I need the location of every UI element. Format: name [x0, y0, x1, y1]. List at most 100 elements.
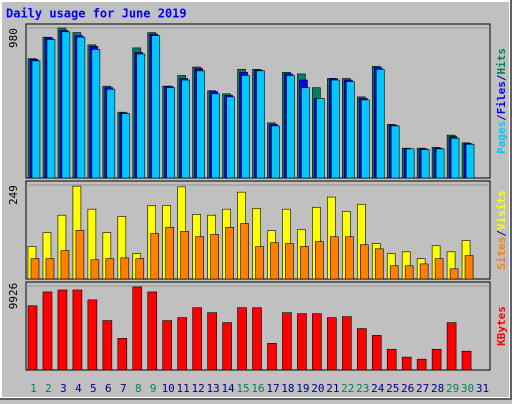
bar	[87, 299, 98, 371]
bar	[271, 125, 280, 179]
legend-separator: /	[495, 74, 508, 81]
bar	[286, 75, 295, 179]
bar	[177, 317, 187, 371]
legend-entry: KBytes	[495, 306, 508, 346]
bar	[405, 148, 415, 179]
x-tick-label: 15	[236, 382, 249, 395]
y-tick-label: 9926	[7, 283, 20, 310]
legend: Sites/Visits	[495, 190, 508, 270]
legend-entry: Pages	[495, 121, 508, 154]
x-tick-label: 7	[120, 382, 127, 395]
bar	[375, 69, 385, 179]
bar	[120, 257, 130, 280]
x-tick-label: 31	[476, 382, 489, 395]
bar	[255, 246, 264, 280]
bar	[416, 358, 427, 371]
legend-separator: /	[495, 114, 508, 121]
bar	[72, 289, 83, 371]
x-tick-label: 30	[461, 382, 474, 395]
bar	[241, 75, 250, 179]
y-tick-label: 249	[7, 185, 20, 205]
x-tick-label: 4	[75, 382, 82, 395]
legend: KBytes	[495, 306, 508, 346]
bar	[150, 233, 160, 280]
x-tick-label: 3	[60, 382, 67, 395]
legend-entry: Files	[495, 81, 508, 114]
bar	[180, 231, 189, 280]
bar	[207, 312, 217, 371]
x-tick-label: 14	[221, 382, 235, 395]
bar	[45, 258, 55, 280]
bar	[226, 96, 235, 179]
bar	[270, 242, 279, 280]
x-tick-label: 1	[30, 382, 37, 395]
bar	[46, 39, 56, 179]
bar	[330, 236, 339, 280]
bar	[252, 307, 262, 371]
x-tick-label: 2	[45, 382, 52, 395]
bar	[75, 230, 85, 280]
bar	[300, 246, 309, 280]
bar	[105, 258, 115, 280]
bar	[192, 307, 202, 371]
bar	[316, 98, 325, 179]
bar	[435, 148, 445, 179]
bar	[30, 258, 40, 280]
legend-entry: Hits	[495, 48, 508, 75]
bar	[346, 81, 355, 179]
bar	[420, 149, 430, 179]
bar	[282, 312, 292, 371]
bar	[331, 79, 340, 179]
bar	[102, 320, 113, 371]
x-tick-label: 24	[371, 382, 385, 395]
x-tick-label: 17	[266, 382, 279, 395]
x-tick-label: 11	[177, 382, 190, 395]
bar	[360, 99, 370, 179]
bar	[401, 356, 412, 371]
bar	[61, 31, 71, 179]
bar	[371, 335, 382, 371]
x-tick-label: 25	[386, 382, 399, 395]
bar	[356, 328, 367, 371]
bar	[256, 70, 265, 179]
bar	[404, 265, 414, 280]
x-tick-label: 5	[90, 382, 97, 395]
bar	[91, 49, 101, 179]
bar	[132, 286, 143, 371]
bar	[181, 79, 190, 179]
legend: Pages/Files/Hits	[495, 48, 508, 154]
bar	[237, 307, 247, 371]
bar	[135, 258, 145, 280]
x-tick-label: 6	[105, 382, 112, 395]
bar	[165, 226, 175, 280]
x-tick-label: 26	[401, 382, 414, 395]
bar	[301, 87, 310, 179]
bar	[90, 259, 100, 280]
bar	[162, 320, 173, 371]
bar	[359, 244, 369, 280]
x-tick-label: 16	[251, 382, 264, 395]
x-tick-label: 18	[281, 382, 294, 395]
bar	[434, 258, 444, 280]
bar	[147, 291, 158, 371]
bar	[315, 241, 324, 280]
chart-title: Daily usage for June 2019	[6, 7, 187, 21]
x-tick-label: 28	[431, 382, 444, 395]
bar	[312, 313, 322, 371]
bar	[42, 291, 53, 371]
bar	[240, 223, 249, 280]
bar	[461, 350, 472, 371]
bar	[210, 234, 219, 280]
bar	[464, 255, 474, 280]
bar	[446, 322, 457, 371]
x-tick-label: 13	[206, 382, 219, 395]
bar	[327, 317, 337, 371]
bar	[374, 248, 384, 280]
x-tick-label: 27	[416, 382, 429, 395]
bar	[386, 348, 397, 371]
bar	[151, 35, 161, 179]
legend-separator: /	[495, 230, 508, 237]
y-tick-label: 980	[7, 28, 20, 48]
bar	[431, 348, 442, 371]
